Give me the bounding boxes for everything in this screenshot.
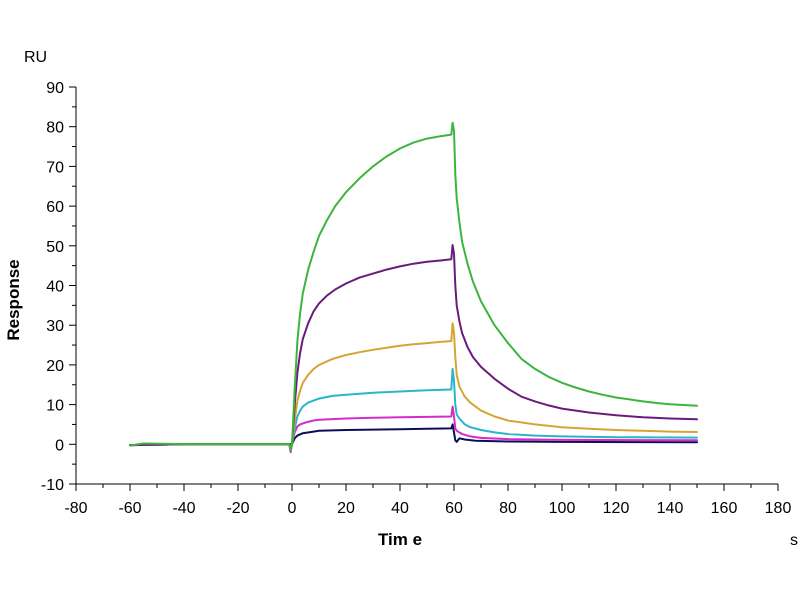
x-tick-label: 180 [765, 500, 792, 517]
axes [75, 87, 778, 485]
x-tick-label: -40 [172, 500, 195, 517]
y-tick-label: 90 [46, 80, 64, 97]
x-tick-label: 120 [603, 500, 630, 517]
tick-labels: -80 -60 -40 -20 0 20 40 60 80 100 120 140 160 180 -10 0… [41, 80, 792, 517]
x-tick-label: 100 [549, 500, 576, 517]
x-tick-label: -60 [118, 500, 141, 517]
y-tick-label: 50 [46, 239, 64, 256]
x-tick-label: 140 [657, 500, 684, 517]
x-unit-label: s [790, 532, 798, 549]
x-tick-label: 60 [445, 500, 463, 517]
y-tick-label: 10 [46, 398, 64, 415]
y-unit-label: RU [24, 49, 47, 66]
x-tick-label: 0 [288, 500, 297, 517]
y-tick-label: 40 [46, 279, 64, 296]
y-tick-label: 20 [46, 358, 64, 375]
series-line-curve-2 [129, 244, 698, 447]
series-line-curve-6 [129, 423, 698, 447]
series-line-curve-3 [129, 322, 698, 447]
y-axis-title: Response [4, 259, 23, 340]
x-tick-label: -80 [64, 500, 87, 517]
x-tick-label: 40 [391, 500, 409, 517]
y-tick-label: 30 [46, 318, 64, 335]
x-tick-label: -20 [226, 500, 249, 517]
x-tick-label: 160 [711, 500, 738, 517]
tick-marks [69, 86, 779, 491]
y-tick-label: 70 [46, 159, 64, 176]
y-tick-label: 0 [55, 437, 64, 454]
y-tick-label: -10 [41, 477, 64, 494]
x-axis-title: Tim e [378, 530, 422, 549]
series-line-curve-4 [129, 367, 698, 447]
series-lines [129, 121, 698, 454]
series-line-curve-1 [129, 121, 698, 452]
x-tick-label: 80 [499, 500, 517, 517]
x-tick-label: 20 [337, 500, 355, 517]
y-tick-label: 80 [46, 120, 64, 137]
y-tick-label: 60 [46, 199, 64, 216]
